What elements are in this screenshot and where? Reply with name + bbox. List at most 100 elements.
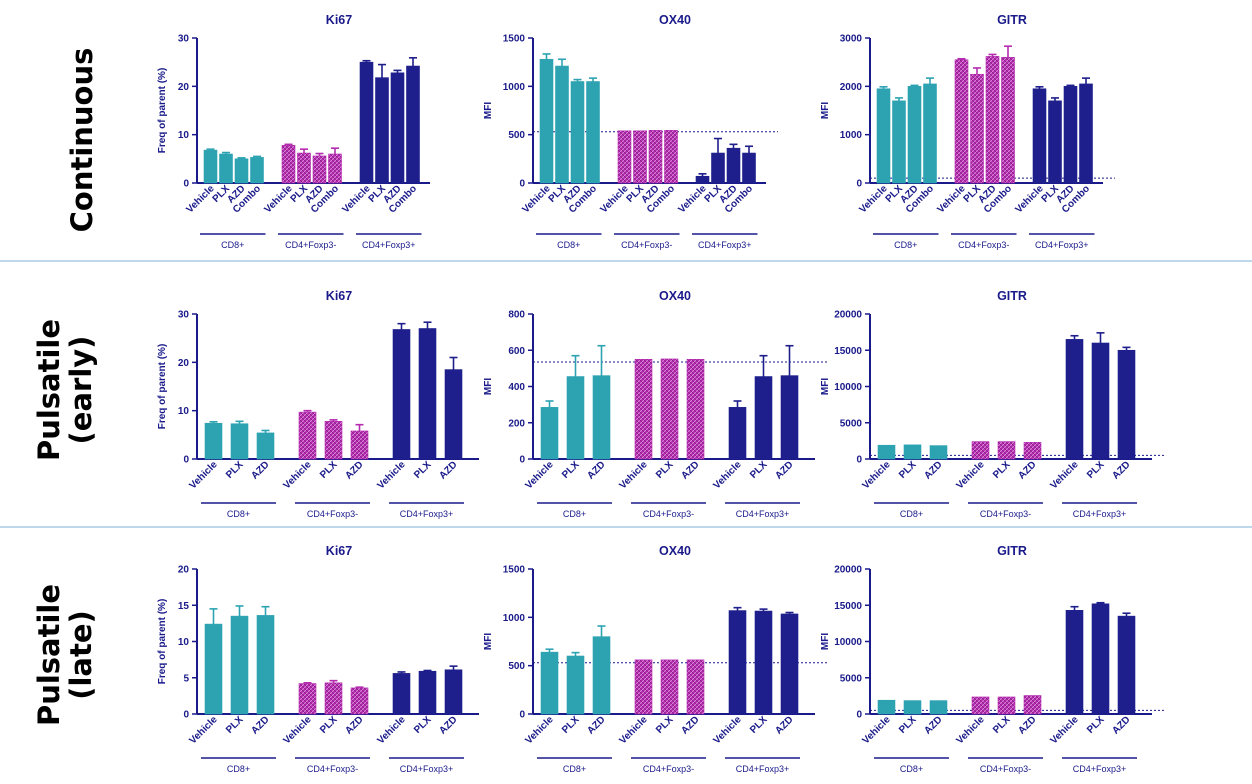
bar — [555, 65, 569, 184]
bar — [230, 615, 249, 715]
y-tick-label: 500 — [508, 661, 525, 672]
y-tick-label: 2000 — [840, 82, 863, 93]
y-tick-label: 20 — [178, 565, 190, 576]
category-label: AZD — [922, 714, 944, 736]
category-label: PLX — [318, 714, 340, 736]
bar — [418, 328, 437, 460]
category-label: PLX — [412, 459, 434, 481]
y-tick-label: 5000 — [840, 418, 863, 429]
bar — [328, 153, 342, 184]
y-tick-label: 15 — [178, 601, 190, 612]
bar — [392, 329, 411, 460]
y-tick-label: 3000 — [840, 34, 863, 45]
bar — [686, 659, 705, 715]
category-label: PLX — [224, 459, 246, 481]
bar — [444, 369, 463, 460]
bar — [540, 651, 559, 715]
bar — [324, 682, 343, 715]
group-label: CD4+Foxp3- — [980, 764, 1031, 774]
bar — [375, 77, 389, 184]
group-label: CD8+ — [227, 509, 250, 519]
bar — [929, 445, 948, 460]
bar — [298, 683, 317, 715]
y-axis-label: MFI — [820, 378, 831, 395]
y-tick-label: 600 — [508, 346, 525, 357]
chart-title: Ki67 — [326, 544, 352, 558]
bar — [728, 407, 747, 460]
y-tick-label: 800 — [508, 310, 525, 321]
category-label: AZD — [343, 459, 365, 481]
y-tick-label: 400 — [508, 382, 525, 393]
bar — [230, 423, 249, 460]
bar — [1023, 442, 1042, 460]
bar — [971, 696, 990, 715]
y-tick-label: 0 — [183, 179, 189, 190]
category-label: AZD — [679, 459, 701, 481]
y-tick-label: 0 — [856, 179, 862, 190]
chart-title: OX40 — [659, 13, 691, 27]
bar — [1117, 349, 1136, 460]
group-label: CD4+Foxp3- — [621, 240, 672, 250]
y-tick-label: 5 — [183, 673, 189, 684]
y-tick-label: 30 — [178, 34, 190, 45]
category-label: PLX — [318, 459, 340, 481]
bar — [219, 153, 233, 184]
bar — [540, 407, 559, 460]
bar — [726, 147, 741, 184]
group-label: CD8+ — [221, 240, 244, 250]
y-tick-label: 0 — [183, 455, 189, 466]
y-tick-label: 5000 — [840, 673, 863, 684]
category-label: Vehicle — [281, 714, 313, 746]
group-label: CD4+Foxp3- — [307, 509, 358, 519]
y-axis-label: MFI — [820, 102, 831, 119]
chart-title: GITR — [997, 289, 1027, 303]
y-tick-label: 1000 — [840, 130, 863, 141]
y-tick-label: 10000 — [834, 637, 862, 648]
group-label: CD8+ — [894, 240, 917, 250]
bar — [1048, 100, 1062, 184]
y-tick-label: 0 — [519, 179, 525, 190]
group-label: CD4+Foxp3+ — [400, 509, 454, 519]
category-label: Vehicle — [860, 459, 892, 491]
bar — [592, 636, 611, 715]
category-label: Vehicle — [523, 714, 555, 746]
category-label: Vehicle — [860, 714, 892, 746]
category-label: PLX — [224, 714, 246, 736]
y-axis-label: Freq of parent (%) — [157, 599, 168, 685]
bar — [923, 83, 937, 184]
y-axis-label: Freq of parent (%) — [157, 68, 168, 154]
category-label: AZD — [922, 459, 944, 481]
chart-panel: OX40050010001500MFIVehiclePLXAZDComboCD8… — [483, 13, 778, 250]
category-label: Vehicle — [617, 714, 649, 746]
y-tick-label: 0 — [519, 455, 525, 466]
bar — [617, 130, 632, 184]
category-label: AZD — [343, 714, 365, 736]
bar — [997, 441, 1016, 460]
group-label: CD4+Foxp3- — [285, 240, 336, 250]
y-tick-label: 20000 — [834, 310, 862, 321]
bar — [592, 375, 611, 460]
y-axis-label: MFI — [820, 633, 831, 650]
category-label: PLX — [897, 714, 919, 736]
category-label: Vehicle — [375, 714, 407, 746]
group-label: CD8+ — [563, 764, 586, 774]
category-label: AZD — [1016, 714, 1038, 736]
y-tick-label: 500 — [508, 130, 525, 141]
bar — [566, 655, 585, 715]
bar — [634, 359, 653, 460]
category-label: AZD — [773, 714, 795, 736]
row-labels: ContinuousPulsatile(early)Pulsatile(late… — [32, 48, 99, 726]
y-tick-label: 200 — [508, 418, 525, 429]
group-label: CD8+ — [900, 764, 923, 774]
category-label: Vehicle — [523, 459, 555, 491]
bar — [298, 411, 317, 460]
category-label: PLX — [991, 714, 1013, 736]
category-label: Vehicle — [954, 714, 986, 746]
bar — [406, 65, 420, 184]
y-tick-label: 10000 — [834, 382, 862, 393]
y-tick-label: 30 — [178, 310, 190, 321]
y-tick-label: 20000 — [834, 565, 862, 576]
bar — [754, 376, 773, 460]
